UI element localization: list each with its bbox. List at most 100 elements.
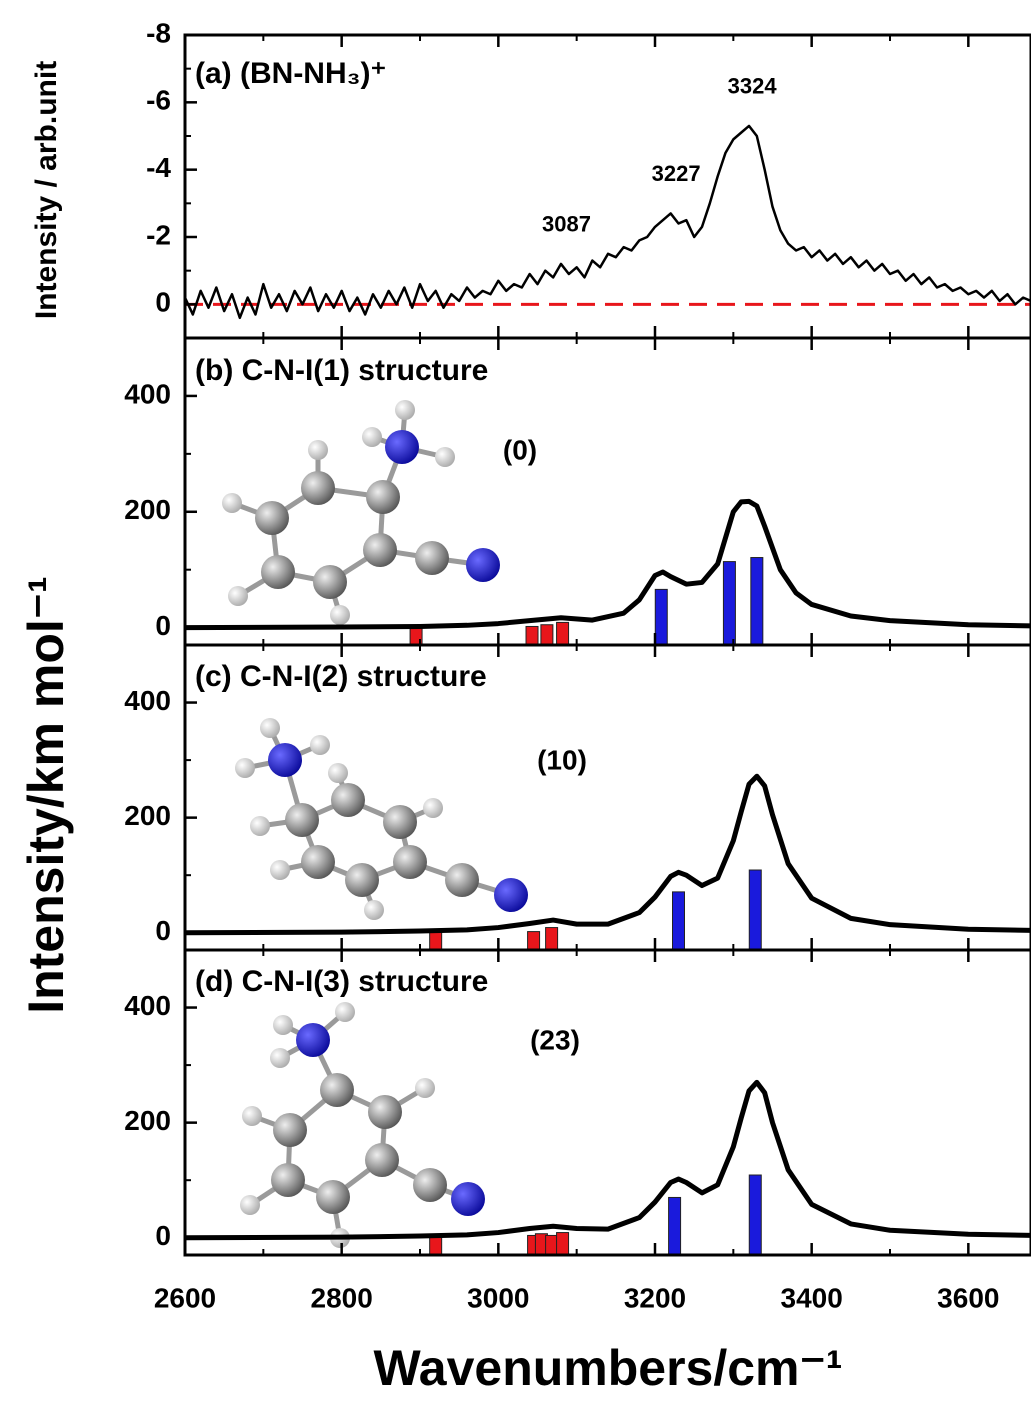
broadened-spectrum — [184, 773, 1031, 936]
x-axis-label: Wavenumbers/cm⁻¹ — [373, 1340, 842, 1396]
molecule-atom — [413, 1168, 447, 1202]
stick-bar — [545, 927, 559, 951]
molecule-atom — [423, 798, 443, 818]
molecule-atom — [316, 1180, 350, 1214]
molecule-atom — [494, 878, 528, 912]
stick-bar — [556, 1232, 570, 1256]
stick-bar — [722, 561, 736, 646]
molecule-atom — [271, 1163, 305, 1197]
molecule-atom — [363, 533, 397, 567]
stick-bar — [556, 621, 570, 646]
x-tick-label: 3400 — [781, 1282, 843, 1313]
stick-bar — [540, 624, 554, 646]
spectrum-line — [183, 124, 1031, 320]
y-tick-label: -8 — [146, 17, 171, 48]
molecule-atom — [270, 860, 290, 880]
y-tick-label: 0 — [155, 287, 171, 318]
molecule-atom — [335, 1002, 355, 1022]
y-tick-label: 200 — [124, 800, 171, 831]
molecule-atom — [308, 440, 328, 460]
y-tick-label: -2 — [146, 219, 171, 250]
molecule-atom — [364, 900, 384, 920]
molecule-atom — [268, 743, 302, 777]
y-tick-label: -6 — [146, 85, 171, 116]
molecule-atom — [415, 1078, 435, 1098]
panel-title: (a) (BN-NH₃)⁺ — [195, 57, 386, 90]
y-tick-label: 0 — [155, 1220, 171, 1251]
x-tick-label: 3200 — [624, 1282, 686, 1313]
molecule-atom — [228, 586, 248, 606]
x-tick-label: 3600 — [937, 1282, 999, 1313]
y-tick-label: 0 — [155, 610, 171, 641]
stick-bar — [429, 931, 443, 951]
molecule-atom — [240, 1195, 260, 1215]
stick-bar — [525, 625, 539, 646]
molecule-atom — [330, 605, 350, 625]
y-tick-label: 400 — [124, 990, 171, 1021]
y-tick-label: -4 — [146, 152, 171, 183]
y-tick-label: 400 — [124, 685, 171, 716]
stick-bar — [429, 1236, 443, 1256]
molecule-atom — [242, 1106, 262, 1126]
y-tick-label: 200 — [124, 494, 171, 525]
x-tick-label: 3000 — [467, 1282, 529, 1313]
molecule-atom — [310, 735, 330, 755]
molecule-atom — [313, 565, 347, 599]
molecule-atom — [273, 1015, 293, 1035]
peak-label: 3087 — [542, 212, 591, 237]
molecule-atom — [451, 1182, 485, 1216]
molecule-atom — [345, 863, 379, 897]
molecule-atom — [222, 493, 242, 513]
stick-bar — [527, 931, 541, 951]
molecule-atom — [415, 541, 449, 575]
stick-bar — [672, 891, 685, 951]
y-axis-label: Intensity/km mol⁻¹ — [18, 576, 74, 1014]
molecule-atom — [393, 845, 427, 879]
plot-frame — [183, 948, 1031, 1257]
energy-label: (10) — [537, 744, 587, 775]
y-tick-label: 200 — [124, 1105, 171, 1136]
x-tick-label: 2600 — [154, 1282, 216, 1313]
molecule-atom — [301, 845, 335, 879]
molecule-atom — [366, 480, 400, 514]
stick-bar — [668, 1196, 682, 1256]
y-axis-label: Intensity / arb.unit — [30, 61, 63, 319]
molecule-atom — [385, 430, 419, 464]
broadened-spectrum — [184, 498, 1031, 631]
molecule-atom — [435, 447, 455, 467]
molecule-atom — [365, 1143, 399, 1177]
stick-bar — [748, 1174, 762, 1256]
peak-label: 3324 — [728, 74, 778, 99]
molecule-atom — [260, 718, 280, 738]
panel-title: (c) C-N-I(2) structure — [195, 660, 487, 693]
molecule-atom — [255, 501, 289, 535]
y-tick-label: 0 — [155, 915, 171, 946]
molecule-atom — [270, 1048, 290, 1068]
broadened-spectrum — [184, 1079, 1031, 1241]
molecule-atom — [466, 548, 500, 582]
molecule-atom — [250, 816, 270, 836]
molecule-atom — [362, 427, 382, 447]
panel-title: (d) C-N-I(3) structure — [195, 965, 488, 998]
molecule-atom — [328, 763, 348, 783]
molecule-atom — [320, 1073, 354, 1107]
stick-bar — [750, 557, 764, 646]
molecule-atom — [273, 1113, 307, 1147]
molecule-atom — [445, 863, 479, 897]
peak-label: 3227 — [652, 161, 701, 186]
molecule-atom — [296, 1023, 330, 1057]
molecule-atom — [235, 758, 255, 778]
molecule-atom — [301, 471, 335, 505]
energy-label: (23) — [530, 1024, 580, 1055]
energy-label: (0) — [503, 434, 537, 465]
molecule-atom — [331, 783, 365, 817]
molecule-atom — [395, 400, 415, 420]
molecule-atom — [383, 805, 417, 839]
stick-bar — [654, 588, 668, 646]
panel-title: (b) C-N-I(1) structure — [195, 354, 488, 387]
stick-bar — [748, 869, 762, 951]
molecule-atom — [368, 1095, 402, 1129]
x-tick-label: 2800 — [311, 1282, 373, 1313]
molecule-atom — [261, 555, 295, 589]
